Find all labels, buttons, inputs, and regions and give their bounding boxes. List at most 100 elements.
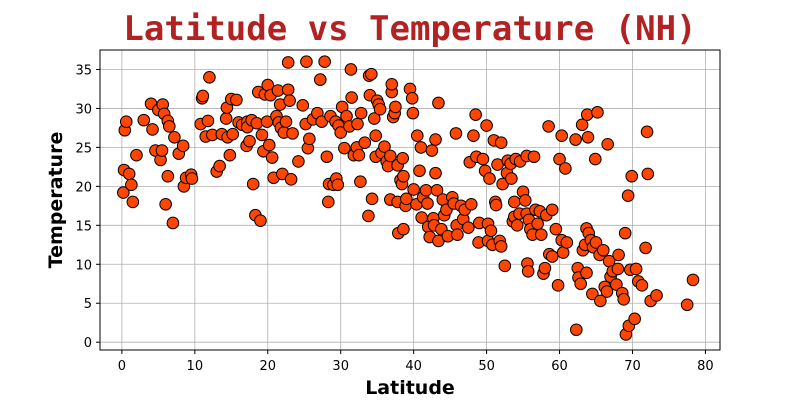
data-point: [354, 175, 367, 188]
data-point: [358, 136, 372, 150]
data-point: [126, 195, 140, 209]
data-point: [384, 149, 397, 163]
chart-title: Latitude vs Temperature (NH): [123, 9, 696, 49]
data-point: [414, 141, 428, 154]
data-point: [159, 197, 172, 211]
data-point: [373, 102, 387, 116]
data-point: [322, 195, 335, 209]
data-point: [320, 150, 334, 164]
x-tick-label: 0: [118, 359, 126, 374]
data-point: [545, 203, 559, 217]
data-point: [629, 262, 643, 276]
data-point: [318, 55, 331, 68]
data-point: [122, 167, 136, 181]
data-point: [345, 91, 358, 104]
data-point: [639, 241, 652, 255]
data-point: [600, 285, 614, 298]
data-point: [628, 312, 641, 326]
data-point: [292, 155, 305, 168]
data-point: [119, 115, 133, 128]
data-point: [635, 279, 649, 292]
data-point: [591, 106, 604, 119]
x-tick-label: 70: [624, 359, 641, 374]
data-point: [296, 99, 310, 112]
data-point: [484, 224, 498, 238]
data-point: [279, 115, 293, 128]
data-point: [137, 113, 151, 127]
y-tick-label: 15: [75, 219, 92, 234]
data-point: [505, 172, 518, 185]
data-point: [569, 133, 582, 146]
data-point: [494, 240, 508, 253]
data-point: [575, 118, 589, 132]
data-point: [640, 125, 654, 139]
data-point: [196, 89, 210, 103]
x-tick-label: 10: [187, 359, 204, 374]
data-point: [494, 136, 508, 150]
data-point: [650, 289, 663, 302]
data-point: [538, 261, 552, 275]
y-axis-label: Temperature: [45, 132, 67, 269]
data-point: [521, 264, 535, 278]
data-point: [425, 144, 439, 157]
data-point: [226, 127, 240, 141]
data-point: [406, 106, 420, 120]
x-axis-label: Latitude: [365, 377, 455, 399]
data-point: [483, 172, 496, 185]
data-point: [365, 67, 378, 81]
data-point: [413, 164, 426, 178]
data-point: [283, 94, 296, 107]
data-point: [262, 138, 276, 152]
data-point: [385, 77, 399, 91]
y-tick-label: 20: [75, 180, 92, 195]
data-point: [574, 277, 587, 291]
data-point: [344, 63, 358, 76]
data-point: [369, 129, 383, 143]
data-point: [117, 186, 130, 199]
data-point: [545, 250, 559, 263]
y-tick-label: 0: [84, 336, 92, 351]
y-tick-label: 35: [75, 63, 92, 78]
data-point: [429, 166, 442, 180]
data-point: [223, 148, 237, 162]
data-point: [449, 127, 463, 140]
x-tick-label: 30: [332, 359, 349, 374]
data-point: [610, 278, 623, 291]
data-point: [254, 214, 267, 227]
data-point: [476, 152, 490, 166]
data-point: [313, 73, 327, 86]
data-point: [625, 169, 639, 183]
axis-ticks: 0 10 20 30 40 50 60 70 80 0 5 10 15 20 25 30 35: [75, 63, 713, 374]
data-point: [451, 228, 464, 241]
data-point: [553, 152, 566, 166]
data-point: [265, 151, 279, 164]
data-point: [580, 108, 594, 121]
data-point: [378, 140, 391, 153]
data-point: [549, 222, 563, 236]
data-point: [365, 192, 379, 206]
data-point: [518, 194, 532, 207]
data-point: [203, 70, 216, 84]
data-point: [462, 221, 475, 234]
data-point: [176, 139, 190, 153]
data-point: [354, 106, 368, 120]
data-point: [480, 119, 493, 132]
data-point: [334, 126, 348, 139]
data-point: [338, 141, 351, 155]
data-point: [281, 56, 295, 69]
data-point: [542, 120, 555, 133]
data-point: [618, 226, 632, 240]
data-point: [155, 144, 169, 157]
data-point: [125, 178, 138, 192]
plot-area-frame: [99, 49, 721, 351]
data-point: [300, 55, 313, 68]
data-point: [161, 169, 175, 183]
data-point: [467, 129, 480, 143]
data-point: [303, 132, 316, 146]
x-tick-label: 50: [478, 359, 495, 374]
data-point: [596, 243, 610, 257]
data-point: [166, 216, 180, 230]
data-point: [612, 248, 625, 262]
data-point: [580, 266, 593, 280]
